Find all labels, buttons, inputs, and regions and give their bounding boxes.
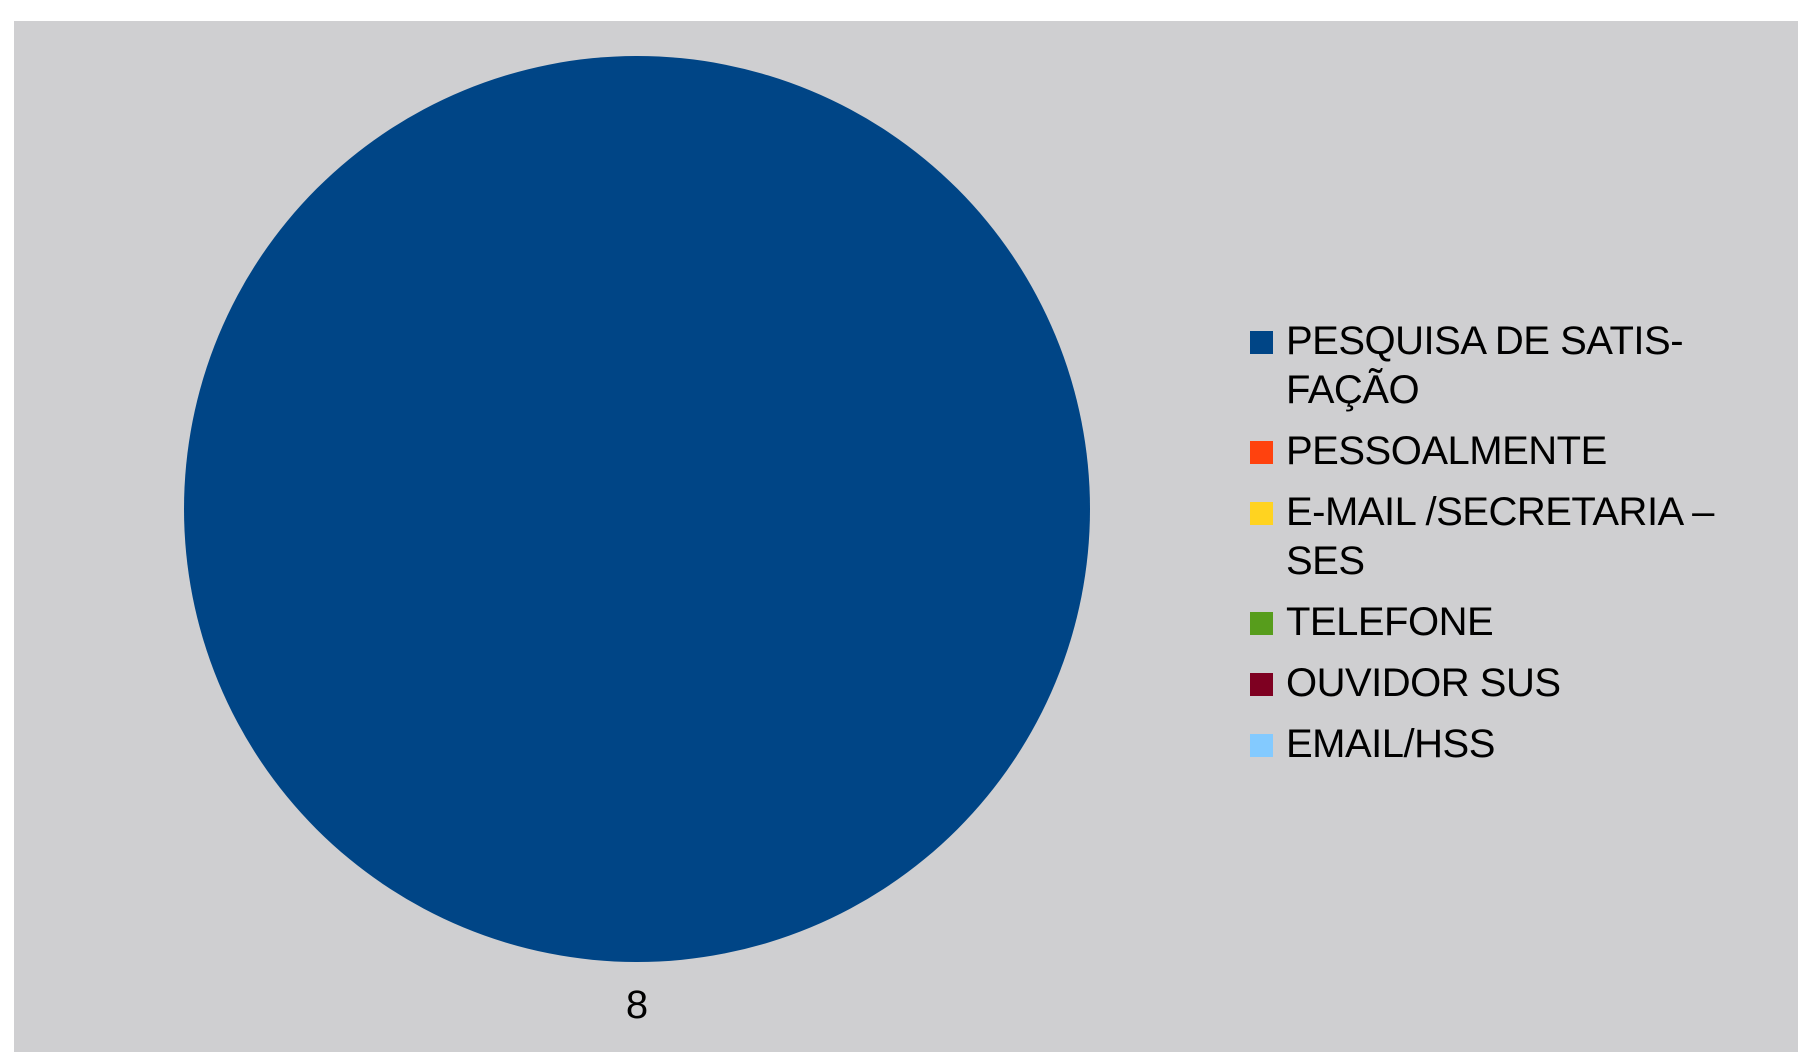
legend-label: PESSOALMENTE (1286, 429, 1607, 473)
legend-swatch (1250, 734, 1273, 757)
legend-swatch (1250, 502, 1273, 525)
legend-swatch (1250, 612, 1273, 635)
legend-item-email-secretaria-ses: E-MAIL /SECRETARIA – SES (1250, 488, 1790, 586)
legend-item-pessoalmente: PESSOALMENTE (1250, 427, 1790, 476)
legend-label: PESQUISA DE SATIS-FAÇÃO (1286, 319, 1684, 412)
legend-label: E-MAIL /SECRETARIA – SES (1286, 490, 1714, 583)
legend-swatch (1250, 331, 1273, 354)
slice-value-label: 8 (626, 983, 648, 1027)
legend-item-pesquisa-de-satisfacao: PESQUISA DE SATIS-FAÇÃO (1250, 317, 1790, 415)
legend-swatch (1250, 441, 1273, 464)
chart-area: 8 PESQUISA DE SATIS-FAÇÃO PESSOALMENTE E… (14, 21, 1798, 1052)
legend-item-ouvidor-sus: OUVIDOR SUS (1250, 659, 1790, 708)
legend-label: TELEFONE (1286, 600, 1494, 644)
legend-label: EMAIL/HSS (1286, 722, 1495, 766)
chart-legend: PESQUISA DE SATIS-FAÇÃO PESSOALMENTE E-M… (1250, 317, 1790, 781)
legend-item-telefone: TELEFONE (1250, 598, 1790, 647)
pie-chart: 8 (184, 56, 1090, 1027)
legend-item-email-hss: EMAIL/HSS (1250, 720, 1790, 769)
legend-swatch (1250, 673, 1273, 696)
pie-slice (184, 56, 1090, 962)
legend-label: OUVIDOR SUS (1286, 661, 1561, 705)
